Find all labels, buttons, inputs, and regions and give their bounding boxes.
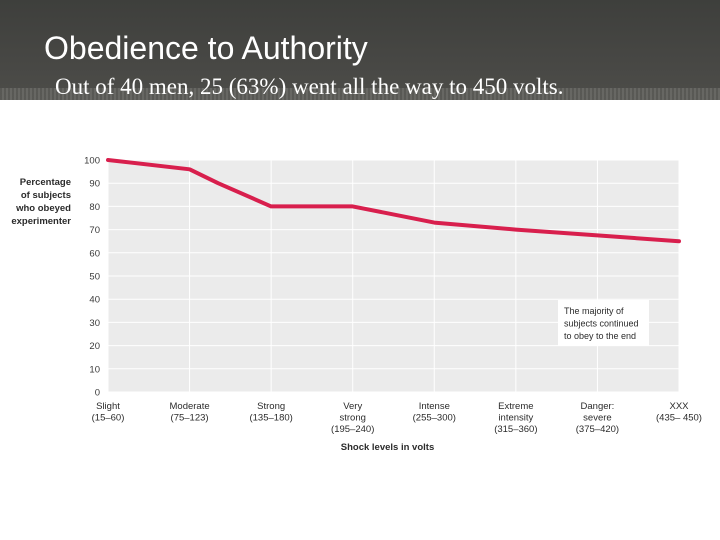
header-stripe xyxy=(0,88,720,100)
annotation-text-line: The majority of xyxy=(564,306,624,316)
x-category-range: (195–240) xyxy=(331,424,374,435)
x-category-range: (435– 450) xyxy=(656,413,702,424)
y-tick-label: 10 xyxy=(89,364,100,375)
x-category-label: Slight xyxy=(96,401,120,412)
x-category-range: (75–123) xyxy=(171,413,209,424)
x-category-label: severe xyxy=(583,413,612,424)
x-category-range: (15–60) xyxy=(92,413,125,424)
x-category-range: (375–420) xyxy=(576,424,619,435)
slide-title: Obedience to Authority xyxy=(44,30,368,66)
x-category-label: Strong xyxy=(257,401,285,412)
y-axis-title-line: Percentage xyxy=(20,177,71,188)
x-category-label: Danger: xyxy=(581,401,615,412)
slide-subtitle: Out of 40 men, 25 (63%) went all the way… xyxy=(55,74,564,99)
annotation-box xyxy=(558,300,649,346)
annotation-text-line: to obey to the end xyxy=(564,331,636,341)
x-category-label: strong xyxy=(340,413,366,424)
y-axis-title-line: who obeyed xyxy=(15,203,71,214)
y-axis-title-line: experimenter xyxy=(11,216,71,227)
y-tick-label: 90 xyxy=(89,179,100,190)
x-axis-title: Shock levels in volts xyxy=(341,442,434,453)
y-tick-label: 0 xyxy=(95,388,100,399)
y-tick-label: 40 xyxy=(89,295,100,306)
y-tick-label: 20 xyxy=(89,341,100,352)
y-tick-label: 100 xyxy=(84,156,100,167)
y-tick-label: 70 xyxy=(89,225,100,236)
x-category-label: Very xyxy=(343,401,362,412)
x-category-label: intensity xyxy=(498,413,533,424)
y-tick-label: 60 xyxy=(89,248,100,259)
x-category-range: (255–300) xyxy=(413,413,456,424)
y-tick-label: 30 xyxy=(89,318,100,329)
x-category-label: Moderate xyxy=(170,401,210,412)
series-line-obedience xyxy=(106,158,681,244)
x-category-label: XXX xyxy=(669,401,689,412)
y-tick-label: 50 xyxy=(89,272,100,283)
x-category-label: Extreme xyxy=(498,401,533,412)
x-category-label: Intense xyxy=(419,401,450,412)
slide-header: Obedience to Authority Out of 40 men, 25… xyxy=(0,0,720,100)
y-axis-title-line: of subjects xyxy=(21,190,71,201)
x-category-range: (135–180) xyxy=(249,413,292,424)
x-category-range: (315–360) xyxy=(494,424,537,435)
y-tick-label: 80 xyxy=(89,202,100,213)
annotation-text-line: subjects continued xyxy=(564,319,639,329)
